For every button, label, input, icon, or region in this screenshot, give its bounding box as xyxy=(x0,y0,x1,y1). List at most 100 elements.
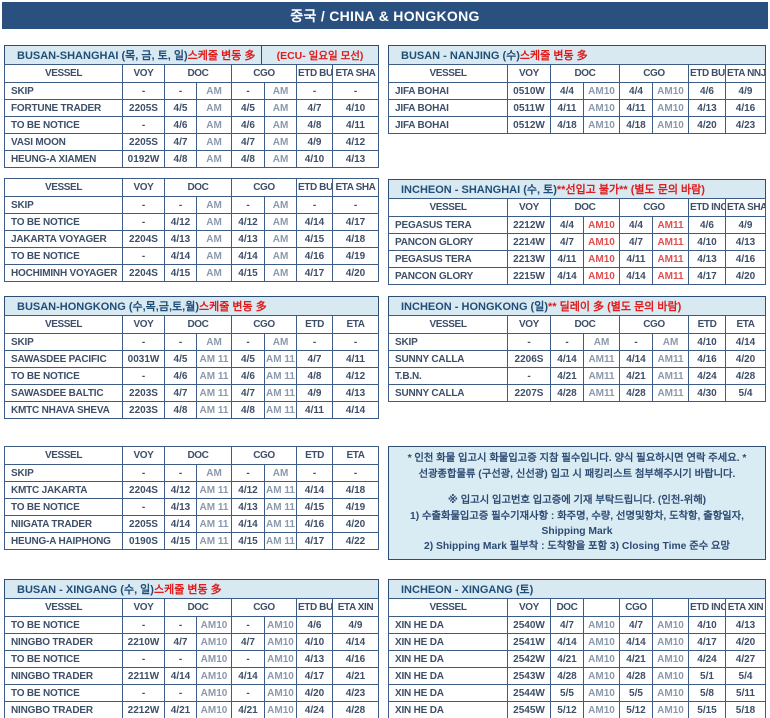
cell-voy: 0190S xyxy=(122,532,165,550)
table-row: XIN HE DA 2544W 5/5 AM10 5/5 AM10 5/8 5/11 xyxy=(388,684,766,702)
title-route-text: INCHEON - HONGKONG (일) xyxy=(401,301,549,313)
cell-cgo-time: AM10 xyxy=(652,701,689,718)
col-header-doc: DOC xyxy=(164,64,232,83)
cell-doc-time: AM xyxy=(196,247,232,265)
table-row: TO BE NOTICE - - AM10- AM10 4/20 4/23 xyxy=(4,684,379,702)
cell-vessel: PEGASUS TERA xyxy=(388,216,508,234)
cell-vessel: NINGBO TRADER xyxy=(4,667,123,685)
cell-vessel: SAWASDEE BALTIC xyxy=(4,384,123,402)
cell-voy: 2212W xyxy=(122,701,165,718)
cell-cgo-date: 4/18 xyxy=(619,116,653,134)
title-warning-text: 스케줄 변동 多 xyxy=(519,50,588,62)
cell-cgo-time: AM11 xyxy=(652,367,689,385)
col-header-vessel: VESSEL xyxy=(388,198,508,217)
cell-vessel: NIIGATA TRADER xyxy=(4,515,123,533)
col-header-voy: VOY xyxy=(122,64,165,83)
cell-cgo-time: AM10 xyxy=(652,616,689,634)
col-header-voy: VOY xyxy=(507,315,551,334)
cell-doc-time: AM 11 xyxy=(196,350,232,368)
cell-etd: 4/10 xyxy=(296,150,333,168)
cell-etd: 4/14 xyxy=(296,481,333,499)
cell-etd: 4/10 xyxy=(688,333,726,351)
cell-doc-date: 4/28 xyxy=(550,667,584,685)
cell-eta: 4/18 xyxy=(332,230,379,248)
cell-cgo-date: 4/5 xyxy=(231,350,265,368)
cell-voy: 2215W xyxy=(507,267,551,285)
cell-cgo-date: 4/21 xyxy=(619,367,653,385)
cell-doc-date: - xyxy=(550,333,584,351)
cell-eta: 4/16 xyxy=(332,650,379,668)
cell-vessel: SUNNY CALLA xyxy=(388,350,508,368)
cell-cgo-date: 4/14 xyxy=(619,267,653,285)
cell-eta: 4/14 xyxy=(332,401,379,419)
cell-vessel: KMTC NHAVA SHEVA xyxy=(4,401,123,419)
cell-eta: 4/13 xyxy=(725,616,766,634)
cell-doc-time: AM xyxy=(196,116,232,134)
table-busan-xingang: BUSAN - XINGANG (수, 일) 스케줄 변동 多 VESSEL VOY… xyxy=(4,579,379,718)
cell-etd: 5/8 xyxy=(688,684,726,702)
cell-doc-time: AM 11 xyxy=(196,401,232,419)
cell-eta: 4/12 xyxy=(332,133,379,151)
col-header-cgo: CGO xyxy=(231,315,297,334)
cell-doc-time: AM 11 xyxy=(196,481,232,499)
cell-etd: 4/6 xyxy=(688,216,726,234)
cell-etd: 4/20 xyxy=(688,116,726,134)
col-header-cgo: CGO xyxy=(619,64,689,83)
col-header-doc: DOC xyxy=(550,64,620,83)
cell-vessel: SKIP xyxy=(4,333,123,351)
cell-doc-time: AM10 xyxy=(583,99,620,117)
cell-cgo-date: 5/5 xyxy=(619,684,653,702)
cell-cgo-date: 4/14 xyxy=(231,667,265,685)
cell-eta: 4/11 xyxy=(332,116,379,134)
cell-doc-date: 4/14 xyxy=(550,350,584,368)
cell-eta: 4/23 xyxy=(725,116,766,134)
table-row: TO BE NOTICE -4/12 AM 4/12 AM 4/14 4/17 xyxy=(4,213,379,231)
cell-voy: 0192W xyxy=(122,150,165,168)
cell-doc-time: AM10 xyxy=(583,650,620,668)
cell-cgo-date: 4/8 xyxy=(231,150,265,168)
cell-doc-time: AM10 xyxy=(196,633,232,651)
schedule-grid: VESSEL VOY DOC CGO ETD ETA SKIP - - AM - AM - - SAWASD… xyxy=(4,315,379,419)
cell-voy: 2205S xyxy=(122,515,165,533)
cell-doc-date: 4/12 xyxy=(164,213,197,231)
table-title: BUSAN-SHANGHAI (목, 금, 토, 일) 스케줄 변동 多 (ECU… xyxy=(4,45,379,64)
cell-eta: 5/18 xyxy=(725,701,766,718)
cell-voy: 0511W xyxy=(507,99,551,117)
page-title: 중국 / CHINA & HONGKONG xyxy=(2,2,768,29)
cell-doc-time: AM11 xyxy=(583,350,620,368)
table-row: TO BE NOTICE -4/6 AM 4/6 AM 4/8 4/11 xyxy=(4,116,379,134)
cell-voy: - xyxy=(122,464,165,482)
cell-cgo-time: AM11 xyxy=(652,384,689,402)
cell-doc-time: AM xyxy=(196,196,232,214)
cell-doc-date: - xyxy=(164,616,197,634)
cell-etd: 4/11 xyxy=(296,401,333,419)
schedule-grid: VESSEL VOY DOC CGO ETD ETA SKIP - - AM - AM 4/10 4/14… xyxy=(388,315,766,402)
cell-doc-date: - xyxy=(164,650,197,668)
title-warning-text: 스케줄 변동 多 xyxy=(198,301,267,313)
cell-voy: 2541W xyxy=(507,633,551,651)
cell-doc-date: 4/14 xyxy=(550,267,584,285)
cell-vessel: XIN HE DA xyxy=(388,650,508,668)
cell-voy: 2203S xyxy=(122,401,165,419)
cell-etd: 4/24 xyxy=(296,701,333,718)
cell-doc-date: 4/21 xyxy=(550,650,584,668)
cell-cgo-date: 4/15 xyxy=(231,532,265,550)
title-warning-text: 스케줄 변동 多 xyxy=(153,584,222,596)
table-title: INCHEON - HONGKONG (일) ** 딜레이 多 (별도 문의 바… xyxy=(388,296,766,315)
title-route-text: BUSAN-SHANGHAI (목, 금, 토, 일) xyxy=(17,50,188,62)
cell-cgo-date: 4/28 xyxy=(619,667,653,685)
cell-voy: 2540W xyxy=(507,616,551,634)
col-header-cgo: CGO xyxy=(619,198,689,217)
cell-cgo-date: 4/6 xyxy=(231,116,265,134)
cell-doc-date: 4/15 xyxy=(164,264,197,282)
cell-eta: 4/13 xyxy=(332,150,379,168)
cell-cgo-date: 4/7 xyxy=(231,384,265,402)
cell-vessel: SAWASDEE PACIFIC xyxy=(4,350,123,368)
cell-doc-time: AM xyxy=(196,333,232,351)
col-header-cgo-time xyxy=(652,598,689,617)
col-header-doc: DOC xyxy=(164,446,232,465)
cell-doc-date: 4/8 xyxy=(164,150,197,168)
cell-cgo-date: - xyxy=(231,196,265,214)
